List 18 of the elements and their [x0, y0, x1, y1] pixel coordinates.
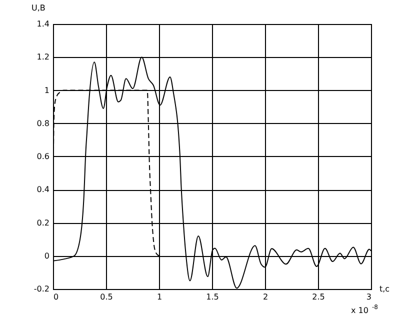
x-tick-label: 2.5	[312, 292, 325, 302]
y-tick-label: 0	[44, 251, 50, 260]
x-tick-label: 0.5	[100, 292, 113, 302]
x-tick-label: 2	[262, 292, 268, 302]
y-tick-label: 1	[44, 86, 50, 95]
y-tick-label: 1.2	[36, 52, 50, 62]
y-tick-label: -0.2	[34, 284, 50, 294]
x-tick-label: 1	[156, 292, 162, 302]
y-axis-title: U,В	[32, 4, 46, 12]
y-tick-label: 1.4	[36, 20, 50, 28]
y-tick-label: 0.2	[36, 218, 50, 228]
x-tick-label: 1.5	[206, 292, 219, 302]
x-tick-label: 3	[366, 292, 372, 302]
y-tick-label: 0.6	[36, 152, 50, 161]
y-tick-label: 0.4	[36, 185, 50, 194]
x-axis-title: t,с	[380, 284, 390, 294]
x-tick-label: 0	[54, 292, 59, 302]
y-tick-label: 0.8	[36, 118, 50, 128]
